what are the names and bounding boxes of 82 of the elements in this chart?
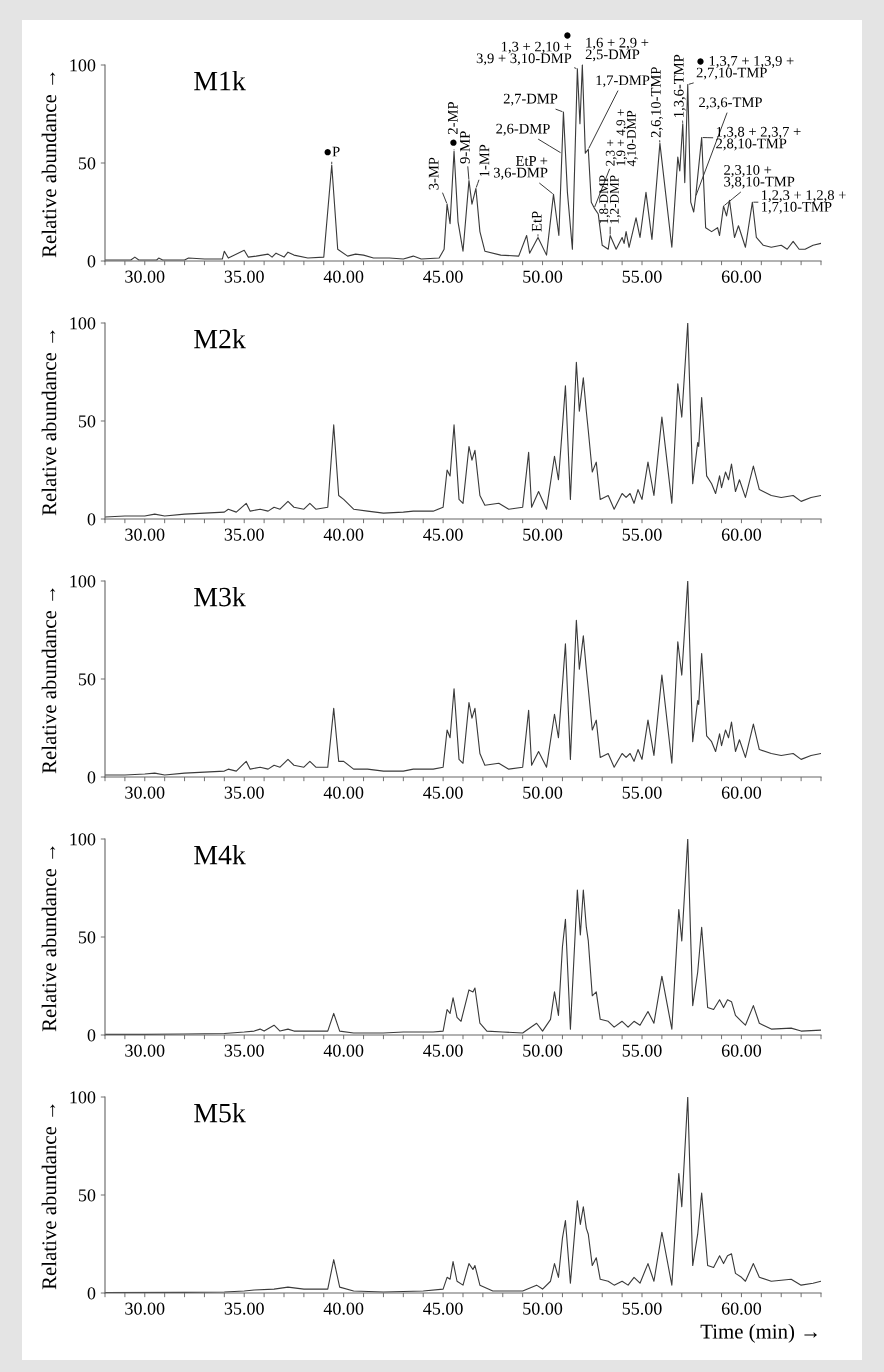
annotation: 1,2,3 + 1,2,8 + 1,7,10-TMP (762, 190, 846, 214)
annotation: ● 2-MP (447, 101, 458, 146)
y-tick-label: 50 (78, 157, 96, 170)
y-tick-label: 0 (87, 255, 96, 268)
annotation: 2,6-DMP (496, 123, 550, 136)
y-tick-label: 0 (87, 1287, 96, 1300)
annotation: ● 1,3,7 + 1,3,9 + 2,7,10-TMP (696, 55, 794, 80)
y-tick-label: 100 (70, 1091, 96, 1104)
annotation: EtP (531, 211, 542, 232)
annotation: EtP + 3,6-DMP (493, 156, 548, 180)
x-tick-label: 35.00 (224, 1044, 264, 1057)
y-tick-label: 100 (70, 59, 96, 72)
x-tick-label: 30.00 (125, 1302, 165, 1315)
x-tick-label: 50.00 (523, 528, 563, 541)
y-tick-label: 100 (70, 575, 96, 588)
x-tick-label: 45.00 (423, 1044, 463, 1057)
y-axis-title: Relative abundance → (41, 588, 57, 774)
chart-title: M1k (194, 70, 246, 91)
x-tick-label: 50.00 (523, 1302, 563, 1315)
x-tick-label: 45.00 (423, 528, 463, 541)
x-tick-label: 55.00 (622, 786, 662, 799)
annotation: 2,3,6-TMP (699, 97, 762, 110)
annotation: 2,3,10 + 3,8,10-TMP (724, 164, 795, 189)
y-tick-label: 50 (78, 415, 96, 428)
x-tick-label: 40.00 (323, 786, 364, 799)
y-axis-title: Relative abundance → (41, 72, 57, 258)
x-tick-label: 30.00 (125, 1044, 165, 1057)
chart-title: M2k (194, 328, 246, 349)
y-tick-label: 100 (70, 833, 96, 846)
x-tick-label: 35.00 (224, 270, 264, 283)
annotation: 3-MP (428, 157, 439, 190)
x-tick-label: 30.00 (125, 270, 165, 283)
annotation: 1,6 + 2,9 + 2,5-DMP (585, 37, 649, 62)
x-tick-label: 40.00 (323, 1302, 364, 1315)
x-tick-label: 35.00 (224, 528, 264, 541)
annotation: 1,3,6-TMP (673, 54, 686, 117)
x-tick-label: 60.00 (721, 270, 762, 283)
x-tick-label: 55.00 (622, 1302, 662, 1315)
y-axis-title: Relative abundance → (41, 330, 57, 516)
annotation: ● 1,3 + 2,10 + 3,9 + 3,10-DMP (476, 32, 572, 66)
chart-title: M3k (194, 586, 246, 607)
annotation: 2,7-DMP (503, 93, 558, 106)
x-axis-title: Time (min) → (700, 1323, 817, 1343)
x-tick-label: 35.00 (224, 1302, 264, 1315)
y-tick-label: 0 (87, 1029, 96, 1042)
x-tick-label: 35.00 (224, 786, 264, 799)
x-tick-label: 50.00 (523, 1044, 563, 1057)
x-tick-label: 30.00 (125, 786, 165, 799)
annotation: 2,6,10-TMP (650, 67, 663, 138)
annotation: 1,8-DMP 1,2-DMP (599, 175, 621, 224)
x-tick-label: 60.00 (721, 786, 762, 799)
x-tick-label: 40.00 (323, 270, 364, 283)
x-tick-label: 45.00 (423, 270, 463, 283)
chart-title: M4k (194, 844, 246, 865)
annotation: 9-MP (460, 131, 470, 164)
x-tick-label: 50.00 (523, 270, 563, 283)
x-tick-label: 30.00 (125, 528, 165, 541)
y-axis-title: Relative abundance → (41, 846, 57, 1032)
x-tick-label: 60.00 (721, 1302, 762, 1315)
y-tick-label: 50 (78, 673, 96, 686)
x-tick-label: 45.00 (423, 786, 463, 799)
x-tick-label: 40.00 (323, 1044, 364, 1057)
x-tick-label: 55.00 (622, 1044, 662, 1057)
annotation: 2,3 + 1,9 + 4,9 + 4,10-DMP (605, 109, 638, 167)
annotation: 1,7-DMP (596, 75, 650, 88)
x-tick-label: 60.00 (721, 528, 762, 541)
x-tick-label: 55.00 (622, 528, 662, 541)
annotation: 1-MP (479, 144, 490, 177)
annotation: 1,3,8 + 2,3,7 + 2,8,10-TMP (716, 126, 801, 151)
x-tick-label: 40.00 (323, 528, 364, 541)
x-tick-label: 45.00 (423, 1302, 463, 1315)
x-tick-label: 50.00 (523, 786, 563, 799)
x-tick-label: 60.00 (721, 1044, 762, 1057)
y-tick-label: 50 (78, 931, 96, 944)
y-tick-label: 0 (87, 513, 96, 526)
y-axis-title: Relative abundance → (41, 1104, 57, 1290)
y-tick-label: 0 (87, 771, 96, 784)
y-tick-label: 50 (78, 1189, 96, 1202)
y-tick-label: 100 (70, 317, 96, 330)
annotation: ●P (324, 146, 340, 157)
x-tick-label: 55.00 (622, 270, 662, 283)
chart-title: M5k (194, 1102, 246, 1123)
